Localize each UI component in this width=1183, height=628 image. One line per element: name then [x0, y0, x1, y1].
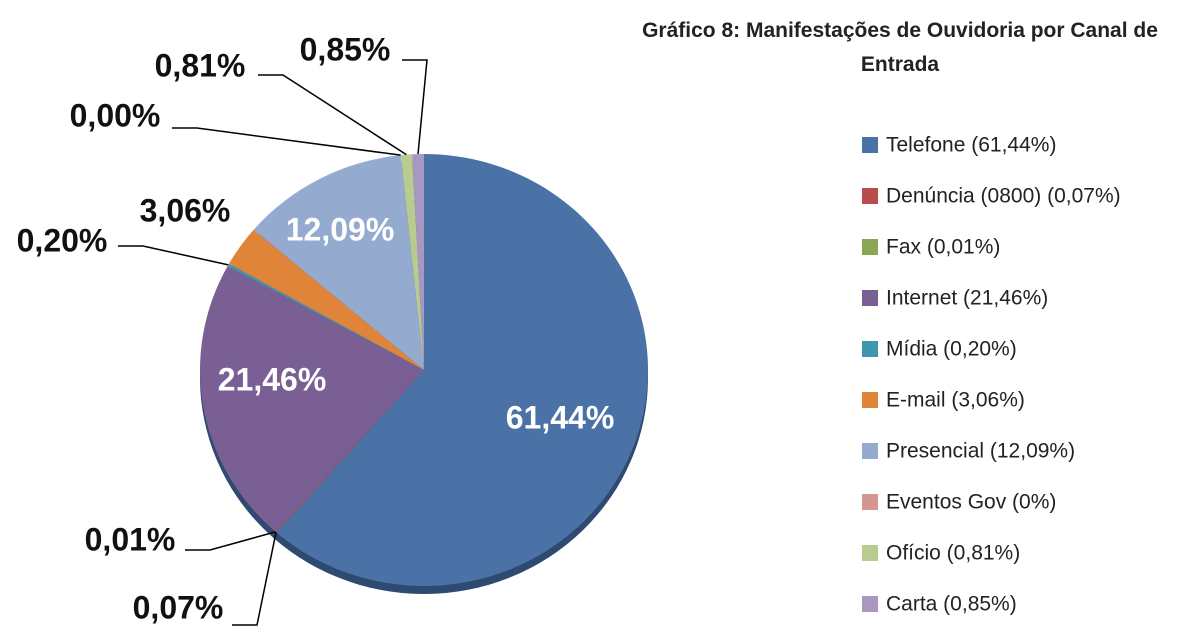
- legend-swatch: [862, 137, 878, 153]
- legend-swatch: [862, 239, 878, 255]
- legend-label: Telefone (61,44%): [886, 134, 1056, 157]
- legend-swatch: [862, 545, 878, 561]
- leader-line: [402, 59, 428, 155]
- data-label: 0,85%: [300, 31, 391, 67]
- leader-line: [258, 74, 407, 156]
- data-label: 0,01%: [85, 521, 176, 557]
- data-label: 0,20%: [17, 222, 108, 258]
- legend-label: E-mail (3,06%): [886, 389, 1025, 412]
- legend-swatch: [862, 341, 878, 357]
- legend-label: Carta (0,85%): [886, 593, 1017, 616]
- legend-swatch: [862, 494, 878, 510]
- data-label: 0,81%: [155, 47, 246, 83]
- legend-swatch: [862, 392, 878, 408]
- legend-label: Internet (21,46%): [886, 287, 1048, 310]
- leader-line: [118, 245, 229, 266]
- legend-label: Fax (0,01%): [886, 236, 1000, 259]
- leader-line: [185, 531, 276, 551]
- legend-swatch: [862, 290, 878, 306]
- legend-label: Ofício (0,81%): [886, 542, 1020, 565]
- pie-slice: [275, 370, 424, 533]
- legend-label: Eventos Gov (0%): [886, 491, 1056, 514]
- legend-label: Denúncia (0800) (0,07%): [886, 185, 1121, 208]
- legend-swatch: [862, 596, 878, 612]
- pie-slice: [275, 370, 424, 532]
- chart-title: Gráfico 8: Manifestações de Ouvidoria po…: [642, 19, 1158, 76]
- data-label: 0,07%: [133, 589, 224, 625]
- data-label: 12,09%: [286, 211, 395, 247]
- pie-slice: [400, 154, 424, 370]
- leader-line: [172, 127, 401, 156]
- pie-slice: [200, 266, 424, 532]
- leader-line: [232, 532, 277, 626]
- pie-slice: [253, 155, 424, 370]
- legend-label: Presencial (12,09%): [886, 440, 1075, 463]
- data-label: 3,06%: [140, 192, 231, 228]
- pie-slice: [412, 154, 424, 370]
- data-label: 0,00%: [70, 97, 161, 133]
- legend-swatch: [862, 443, 878, 459]
- data-label: 21,46%: [218, 361, 327, 397]
- pie-slice: [228, 229, 424, 370]
- pie-slice: [276, 154, 649, 586]
- pie-slice: [227, 263, 424, 370]
- legend-label: Mídia (0,20%): [886, 338, 1017, 361]
- legend-swatch: [862, 188, 878, 204]
- data-label: 61,44%: [506, 399, 615, 435]
